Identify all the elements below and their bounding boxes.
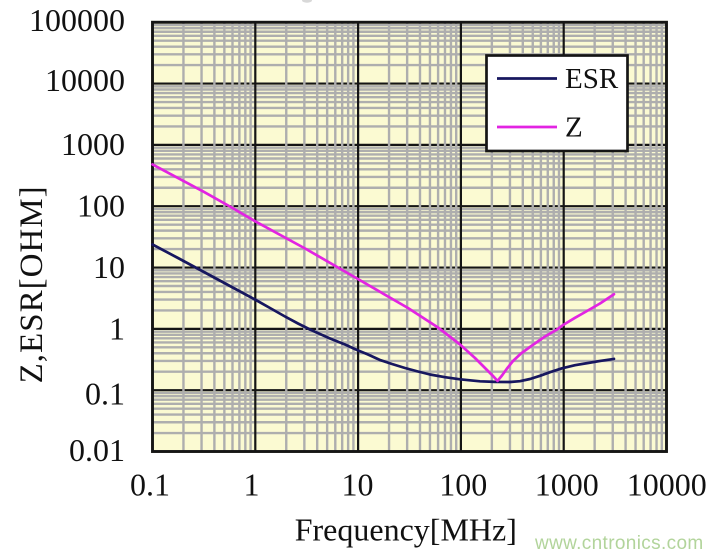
svg-text:100: 100 <box>77 188 125 224</box>
svg-text:100000: 100000 <box>29 2 125 38</box>
svg-text:Z,ESR[OHM]: Z,ESR[OHM] <box>14 185 50 383</box>
svg-text:1000: 1000 <box>61 126 125 162</box>
svg-text:10: 10 <box>342 467 374 503</box>
svg-text:0.01: 0.01 <box>69 432 125 468</box>
svg-text:Frequency[MHz]: Frequency[MHz] <box>295 512 517 548</box>
svg-text:1000: 1000 <box>535 467 599 503</box>
svg-text:Z: Z <box>565 112 583 144</box>
svg-text:10: 10 <box>93 249 125 285</box>
svg-text:100: 100 <box>439 467 487 503</box>
svg-text:ESR: ESR <box>565 63 619 95</box>
svg-text:10000: 10000 <box>45 62 125 98</box>
svg-text:1: 1 <box>109 310 125 346</box>
svg-text:0.1: 0.1 <box>130 467 170 503</box>
svg-text:0.1: 0.1 <box>85 375 125 411</box>
svg-text:10000: 10000 <box>627 467 707 503</box>
svg-text:www.cntronics.com: www.cntronics.com <box>534 533 704 554</box>
svg-text:1: 1 <box>244 467 260 503</box>
